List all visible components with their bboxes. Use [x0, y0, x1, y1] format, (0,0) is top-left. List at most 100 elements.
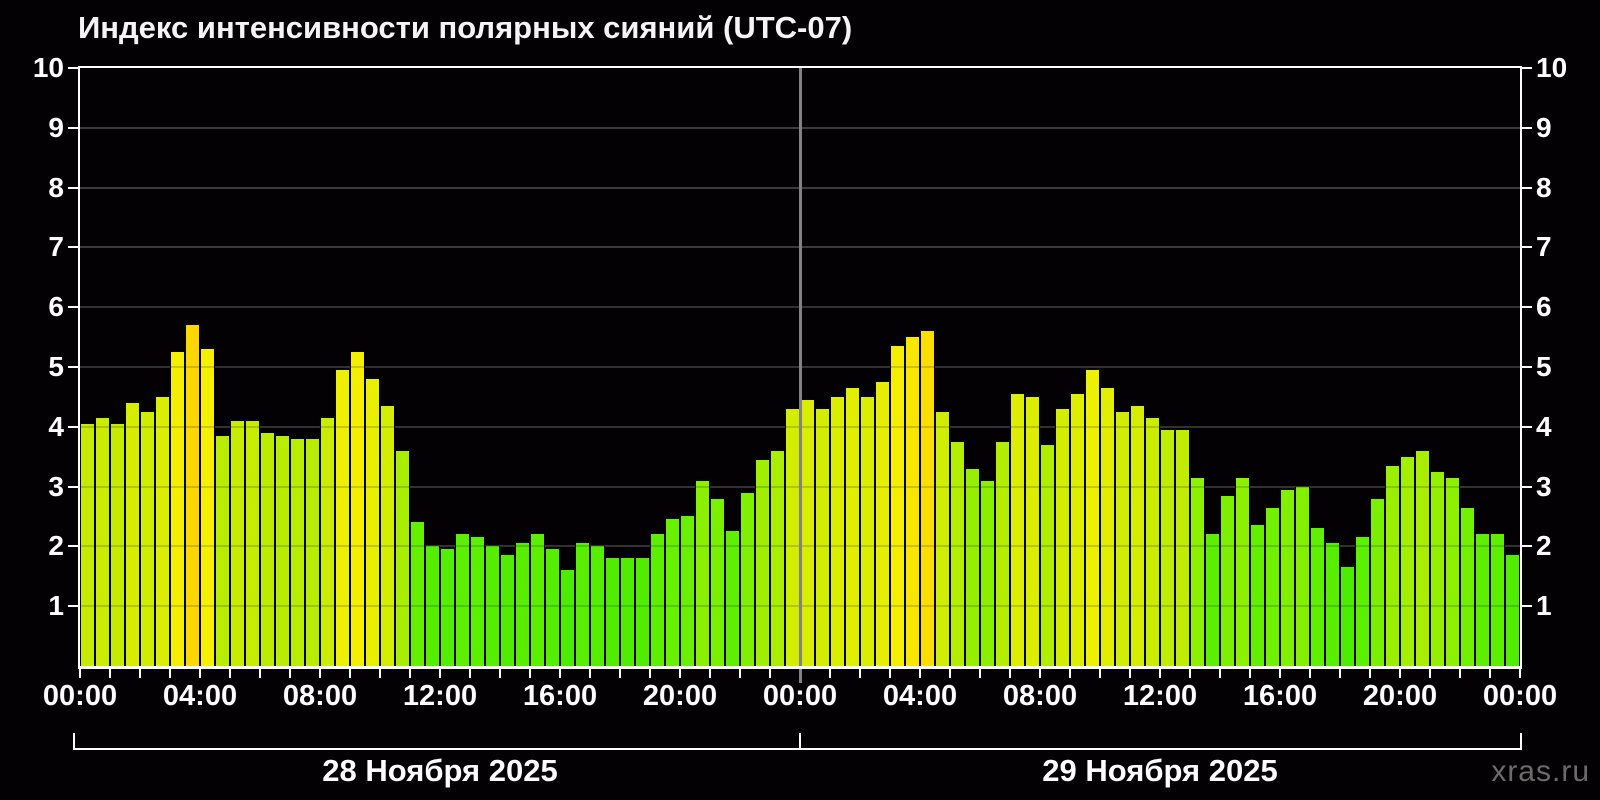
bar [470, 537, 485, 666]
bar [605, 558, 620, 666]
x-tick [1129, 669, 1131, 678]
x-tick [979, 669, 981, 678]
bar [695, 481, 710, 666]
x-axis-label: 04:00 [882, 680, 958, 712]
y-axis-label-right: 5 [1536, 351, 1552, 382]
y-axis-label-left: 7 [48, 231, 64, 263]
bar [125, 403, 140, 666]
bar [140, 412, 155, 666]
y-tick-right [1522, 425, 1532, 428]
x-axis-label: 12:00 [1122, 680, 1198, 712]
bar [155, 397, 170, 666]
y-tick-left [68, 425, 78, 428]
bar [440, 549, 455, 666]
x-tick [1189, 669, 1191, 678]
bar [95, 418, 110, 666]
bar [1010, 394, 1025, 666]
y-axis-label-left: 3 [48, 470, 64, 502]
x-axis-label: 00:00 [1482, 680, 1558, 712]
bar [1070, 394, 1085, 666]
bar [1325, 543, 1340, 666]
bar [815, 409, 830, 666]
bar [230, 421, 245, 666]
x-tick [769, 669, 771, 678]
y-tick-right [1522, 67, 1532, 69]
x-tick [1339, 669, 1341, 678]
x-tick [589, 669, 591, 678]
x-tick [379, 669, 381, 678]
bar [515, 543, 530, 666]
x-tick [229, 669, 231, 678]
x-tick [1159, 669, 1161, 678]
x-tick [439, 669, 441, 678]
bar [830, 397, 845, 666]
bar [1505, 555, 1520, 666]
x-tick [559, 669, 561, 678]
y-axis-label-left: 5 [48, 351, 64, 382]
x-tick [1039, 669, 1041, 678]
y-tick-left [68, 485, 78, 488]
bar [110, 424, 125, 666]
x-tick [139, 669, 141, 678]
bar [1160, 430, 1175, 666]
bar [1490, 534, 1505, 666]
x-axis-label: 12:00 [402, 680, 478, 712]
y-axis-label-left: 8 [48, 171, 64, 203]
bar [650, 534, 665, 666]
bar [170, 352, 185, 666]
bar [665, 519, 680, 666]
bar [1355, 537, 1370, 666]
x-tick [319, 669, 321, 678]
bar [890, 346, 905, 666]
x-axis-label: 20:00 [642, 680, 718, 712]
bar [755, 460, 770, 666]
x-tick [499, 669, 501, 678]
x-axis-label: 20:00 [1362, 680, 1438, 712]
y-axis-label-left: 2 [48, 530, 64, 562]
y-tick-right [1522, 186, 1532, 189]
bar [1190, 478, 1205, 666]
bar [800, 400, 815, 666]
bar [1085, 370, 1100, 666]
bar [635, 558, 650, 666]
y-tick-right [1522, 306, 1532, 309]
bar [1445, 478, 1460, 666]
day-divider [798, 68, 802, 683]
y-tick-left [68, 186, 78, 189]
date-axis [73, 748, 1522, 750]
date-label: 28 Ноября 2025 [322, 753, 558, 788]
bar [1280, 490, 1295, 666]
bar [1205, 534, 1220, 666]
y-axis-label-right: 4 [1536, 410, 1552, 442]
bar [395, 451, 410, 666]
y-axis-label-left: 1 [48, 590, 64, 622]
bar [260, 433, 275, 666]
y-axis-label-left: 4 [48, 410, 64, 442]
y-axis-label-right: 10 [1536, 52, 1568, 83]
x-tick [919, 669, 921, 678]
x-tick [1279, 669, 1281, 678]
y-axis-label-right: 6 [1536, 291, 1552, 323]
bar [335, 370, 350, 666]
bar [455, 534, 470, 666]
x-axis-label: 00:00 [42, 680, 118, 712]
x-tick [1429, 669, 1431, 678]
y-tick-right [1522, 485, 1532, 488]
x-tick [169, 669, 171, 678]
bar [485, 546, 500, 666]
y-axis-label-left: 10 [32, 52, 64, 83]
bar [965, 469, 980, 666]
y-axis-label-left: 9 [48, 111, 64, 143]
bar [80, 424, 95, 666]
bar [215, 436, 230, 666]
bar [995, 442, 1010, 666]
y-tick-right [1522, 545, 1532, 548]
bar [1415, 451, 1430, 666]
x-tick [1399, 669, 1401, 678]
y-tick-left [68, 246, 78, 249]
y-axis-label-right: 3 [1536, 470, 1552, 502]
y-axis-label-left: 6 [48, 291, 64, 323]
bar [725, 531, 740, 666]
date-axis-tick [798, 733, 801, 750]
x-tick [679, 669, 681, 678]
